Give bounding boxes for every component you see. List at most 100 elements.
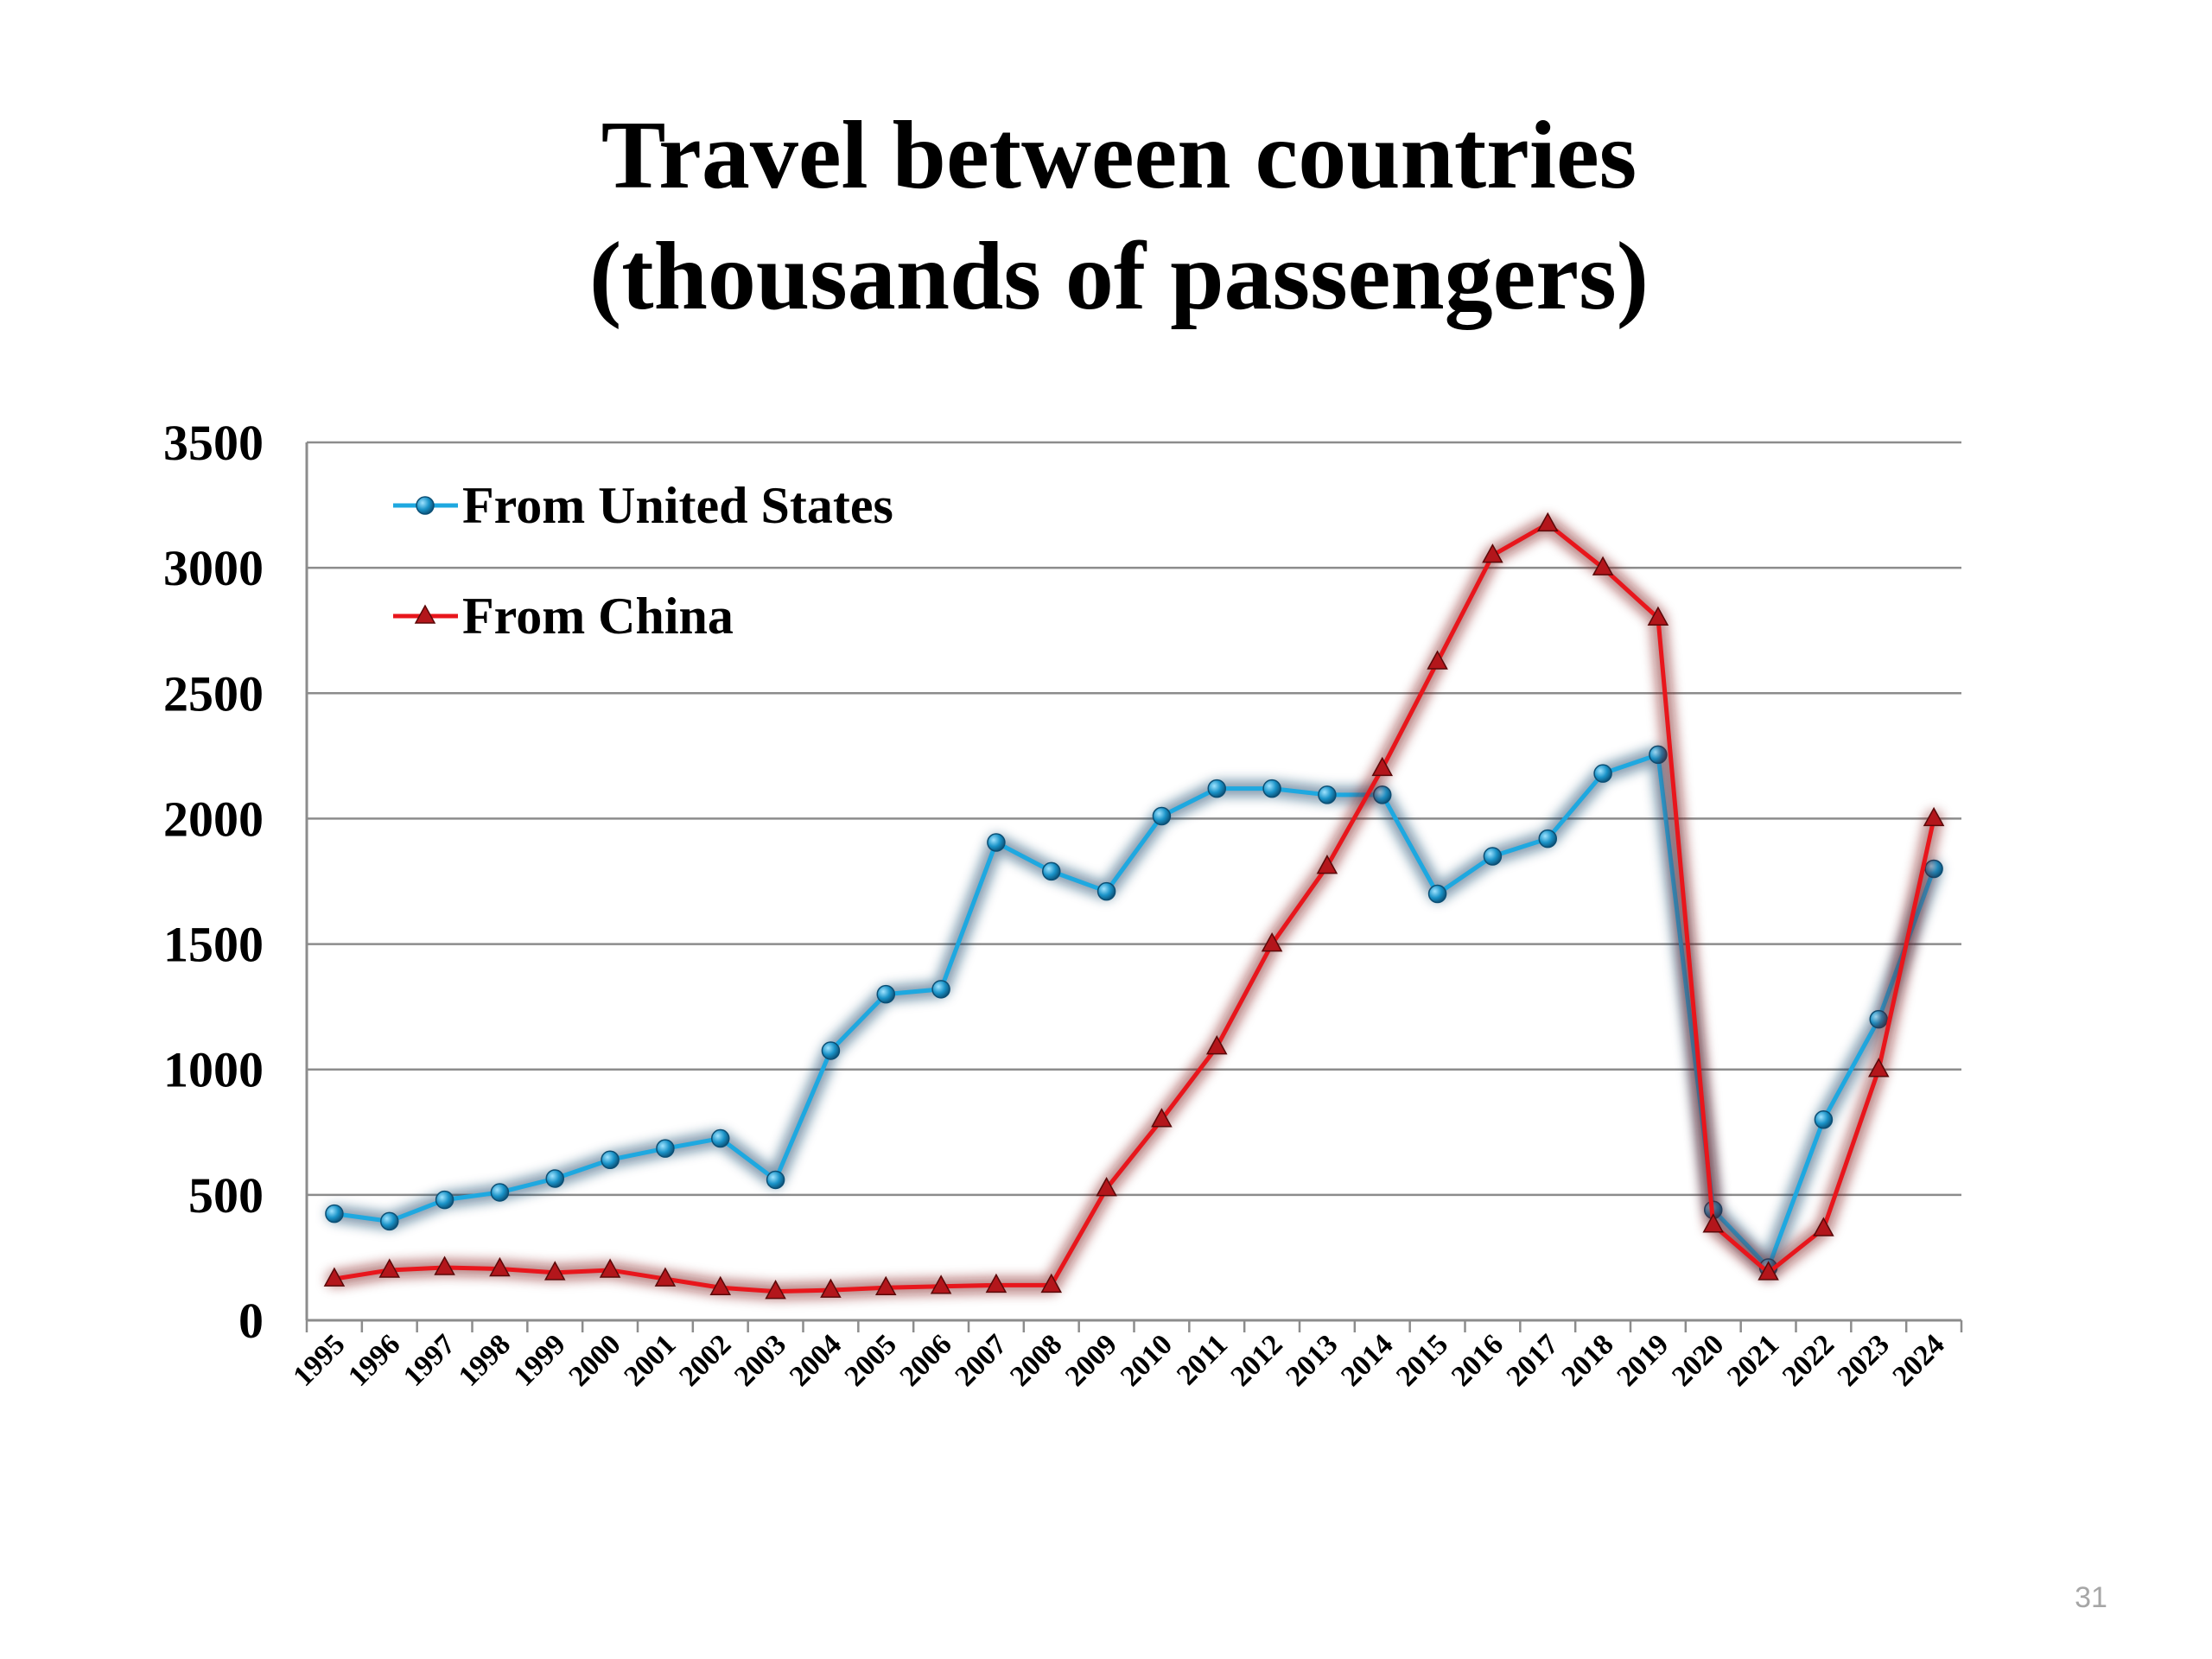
- data-point-china: [1592, 556, 1614, 575]
- y-tick-label: 1000: [163, 1042, 264, 1098]
- data-point-china: [1702, 1213, 1725, 1233]
- x-tick-label: 2010: [1115, 1328, 1179, 1392]
- x-tick-label: 2000: [563, 1328, 626, 1392]
- x-tick-label: 2016: [1446, 1328, 1510, 1392]
- chart-title-line-2: (thousands of passengers): [589, 223, 1649, 330]
- x-tick-label: 2007: [949, 1328, 1013, 1392]
- y-tick-label: 1500: [163, 917, 264, 973]
- x-tick-label: 1997: [397, 1328, 461, 1392]
- series-line: [332, 752, 1936, 1270]
- data-point-china: [1151, 1108, 1173, 1128]
- x-tick-label: 2017: [1501, 1328, 1565, 1392]
- y-tick-label: 500: [188, 1167, 264, 1224]
- data-point-us: [1318, 785, 1337, 804]
- data-point-us: [601, 1150, 620, 1169]
- x-tick-label: 2023: [1832, 1328, 1896, 1392]
- legend: From United States From China: [393, 477, 893, 645]
- legend-marker-circle: [416, 496, 435, 515]
- x-tick-label: 2009: [1059, 1328, 1123, 1392]
- legend-label: From United States: [462, 477, 893, 534]
- data-point-us: [545, 1169, 564, 1188]
- data-point-china: [1867, 1058, 1890, 1077]
- data-point-us: [1152, 806, 1172, 826]
- data-point-china: [599, 1258, 621, 1278]
- data-point-china: [1427, 650, 1448, 670]
- x-tick-label: 2008: [1004, 1328, 1068, 1392]
- x-tick-label: 2006: [893, 1328, 957, 1392]
- x-tick-label: 2024: [1886, 1328, 1950, 1392]
- x-tick-label: 2004: [784, 1328, 848, 1392]
- data-point-us: [380, 1211, 399, 1231]
- data-point-china: [1647, 606, 1669, 626]
- data-point-us: [1042, 861, 1061, 881]
- series-from-china: [323, 512, 1945, 1300]
- data-point-us: [1814, 1110, 1834, 1129]
- x-tick-label: 2002: [673, 1328, 737, 1392]
- series-layer: [323, 512, 1945, 1300]
- data-point-us: [1207, 779, 1226, 798]
- data-point-us: [876, 984, 895, 1004]
- x-tick-label: 2014: [1335, 1328, 1399, 1392]
- x-tick-label: 2018: [1555, 1328, 1619, 1392]
- data-point-us: [325, 1204, 344, 1224]
- x-tick-label: 1995: [287, 1328, 351, 1392]
- page-number: 31: [2075, 1581, 2107, 1614]
- data-point-china: [930, 1274, 952, 1294]
- data-point-us: [711, 1128, 730, 1148]
- data-point-china: [1758, 1261, 1779, 1281]
- data-point-china: [543, 1261, 566, 1281]
- x-tick-label: 1998: [453, 1328, 517, 1392]
- x-tick-label: 2005: [839, 1328, 903, 1392]
- data-point-us: [656, 1139, 675, 1158]
- y-tick-label: 3000: [163, 540, 264, 596]
- data-point-us: [1593, 764, 1612, 783]
- data-point-china: [1536, 512, 1559, 532]
- data-point-china: [1371, 756, 1394, 777]
- series-line: [332, 521, 1936, 1294]
- data-point-china: [323, 1267, 346, 1287]
- data-point-china: [1040, 1273, 1063, 1294]
- x-tick-label: 1996: [342, 1328, 406, 1392]
- x-tick-label: 2012: [1224, 1328, 1288, 1392]
- legend-marker-triangle: [414, 604, 436, 624]
- data-point-us: [490, 1183, 510, 1202]
- y-tick-label: 3500: [163, 415, 264, 471]
- y-tick-label: 2500: [163, 665, 264, 721]
- x-tick-label: 2013: [1280, 1328, 1344, 1392]
- x-tick-label: 2015: [1390, 1328, 1454, 1392]
- data-point-us: [1427, 884, 1447, 904]
- data-point-us: [987, 833, 1006, 852]
- x-tick-label: 2019: [1611, 1328, 1675, 1392]
- data-point-china: [1482, 543, 1503, 563]
- legend-label: From China: [462, 588, 734, 645]
- x-tick-label: 2020: [1666, 1328, 1730, 1392]
- data-point-china: [765, 1280, 786, 1300]
- legend-entry: From China: [393, 588, 734, 645]
- data-point-china: [489, 1256, 511, 1277]
- chart-title-line-1: Travel between countries: [601, 102, 1637, 209]
- x-tick-label: 2001: [618, 1328, 682, 1392]
- data-point-us: [766, 1170, 785, 1190]
- data-point-us: [1096, 881, 1116, 901]
- x-tick-label: 2003: [728, 1328, 792, 1392]
- data-point-china: [378, 1258, 401, 1278]
- data-point-china: [874, 1275, 897, 1296]
- data-point-china: [709, 1275, 732, 1296]
- data-point-china: [1923, 806, 1945, 827]
- data-point-us: [931, 980, 950, 999]
- x-tick-label: 2011: [1171, 1328, 1234, 1391]
- data-point-us: [1483, 847, 1503, 866]
- x-tick-label: 2021: [1721, 1328, 1785, 1392]
- y-tick-label: 2000: [163, 791, 264, 847]
- data-point-china: [1205, 1035, 1228, 1055]
- data-point-china: [1813, 1217, 1834, 1236]
- legend-entry: From United States: [393, 477, 893, 534]
- data-point-us: [1538, 829, 1557, 849]
- data-point-china: [1261, 932, 1283, 952]
- data-point-china: [1316, 855, 1338, 874]
- data-point-china: [985, 1273, 1007, 1294]
- data-point-china: [434, 1255, 455, 1275]
- series-from-united-states: [325, 745, 1943, 1277]
